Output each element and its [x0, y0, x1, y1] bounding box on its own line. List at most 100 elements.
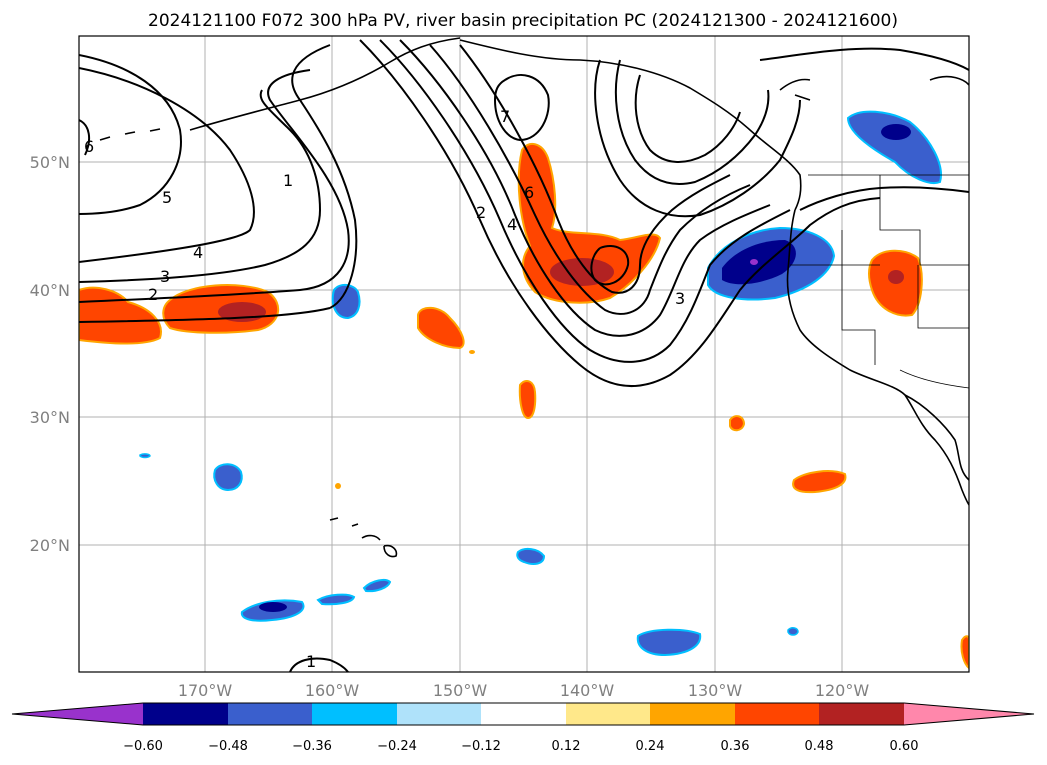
pv-contour-7-closed [590, 245, 630, 286]
colorbar-tick-label: −0.48 [208, 739, 248, 754]
colorbar-tick-label: 0.24 [636, 739, 665, 754]
latitude-labels: 50°N 40°N 30°N 20°N [30, 153, 70, 555]
pv-contour-7-north [493, 74, 550, 142]
precip-neg-patch-137w-12n [636, 628, 702, 657]
coast-canada-north [779, 75, 969, 101]
pv-contours [79, 39, 969, 672]
colorbar-bin-2 [228, 703, 312, 725]
precip-negative-anomalies [139, 110, 942, 657]
pv-contour-4 [79, 67, 255, 263]
lat-label-40n: 40°N [30, 281, 70, 300]
precip-dot-160w [335, 483, 341, 489]
pv-contour-3 [79, 89, 322, 283]
pv-contour-3-ridge [359, 39, 881, 388]
lat-label-30n: 30°N [30, 408, 70, 427]
colorbar-extend-low [12, 703, 143, 725]
border-us-states [790, 175, 969, 365]
map-frame [78, 35, 970, 673]
pv-contour-1-trough [291, 44, 358, 309]
pv-contour-3-east [799, 186, 969, 211]
colorbar-tick-label: −0.12 [461, 739, 501, 754]
pv-contour-1-south [289, 657, 349, 672]
contour-label-7: 7 [500, 107, 510, 126]
pv-contour-2-north-east [759, 47, 969, 71]
figure-title: 2024121100 F072 300 hPa PV, river basin … [148, 11, 898, 31]
coastlines [99, 37, 969, 558]
precip-neg-core-canada [881, 124, 911, 140]
coast-aleutians [189, 37, 461, 131]
precip-neg-patch-158w-15n [316, 593, 356, 606]
precip-core-140w [550, 258, 614, 286]
contour-label-1: 1 [283, 171, 293, 190]
coast-alaska-bc [459, 39, 802, 211]
coast-hawaii [329, 517, 398, 558]
precip-neg-patch-canada [846, 110, 942, 184]
precip-patch-145w-30n [518, 379, 537, 420]
border-us-mexico [899, 369, 969, 389]
lon-label-170w: 170°W [178, 681, 233, 700]
lon-label-150w: 150°W [433, 681, 488, 700]
precip-neg-patch-173w-27n [139, 453, 151, 459]
colorbar: −0.60 −0.48 −0.36 −0.24 −0.12 0.12 0.24 … [11, 702, 1035, 754]
coast-us-pacific [786, 209, 969, 506]
colorbar-bin-1 [143, 703, 228, 725]
colorbar-tick-label: −0.24 [377, 739, 417, 754]
precip-neg-core-125w [722, 240, 796, 285]
lat-label-50n: 50°N [30, 153, 70, 172]
precip-neg-core-165w-15n [259, 602, 287, 612]
colorbar-bin-8 [735, 703, 819, 725]
contour-label-3: 3 [160, 267, 170, 286]
longitude-labels: 170°W 160°W 150°W 140°W 130°W 120°W [178, 681, 870, 700]
map-panel: 6 5 4 3 2 1 7 6 4 2 3 1 [78, 35, 970, 673]
pv-contour-labels: 6 5 4 3 2 1 7 6 4 2 3 1 [84, 107, 685, 671]
precip-patch-140w [517, 142, 662, 304]
contour-label-6-left: 6 [84, 137, 94, 156]
map-background [79, 36, 969, 672]
lon-label-120w: 120°W [815, 681, 870, 700]
pv-contour-5-ridge [429, 44, 751, 315]
colorbar-bin-5 [481, 703, 566, 725]
contour-label-4: 4 [193, 243, 203, 262]
pv-contour-4-ridge [399, 39, 771, 337]
precip-neg-patch-144w-19n [516, 547, 546, 565]
contour-label-6: 6 [524, 183, 534, 202]
colorbar-bin-3 [312, 703, 397, 725]
colorbar-bin-7 [650, 703, 735, 725]
colorbar-tick-label: 0.48 [805, 739, 834, 754]
pv-contour-5 [79, 54, 182, 215]
precip-neg-extreme-125w [750, 259, 758, 265]
contour-label-1-south: 1 [306, 652, 316, 671]
precip-patch-baja [792, 470, 847, 494]
colorbar-bin-6 [566, 703, 650, 725]
colorbar-extend-high [904, 703, 1034, 725]
precip-patch-se-corner [960, 635, 969, 670]
contour-label-2: 2 [148, 285, 158, 304]
political-borders [790, 174, 969, 389]
pv-contour-1-left [79, 307, 331, 323]
colorbar-tick-label: −0.36 [292, 739, 332, 754]
colorbar-bin-9 [819, 703, 904, 725]
pv-contour-5-north [634, 74, 741, 163]
colorbar-tick-label: 0.36 [721, 739, 750, 754]
pv-contour-4-north [614, 59, 770, 185]
lon-label-160w: 160°W [305, 681, 360, 700]
contour-label-5: 5 [162, 188, 172, 207]
graticule [79, 36, 969, 672]
coast-aleutian-islands [99, 128, 161, 141]
colorbar-outline [11, 702, 1035, 726]
pv-contour-2-ridge [379, 39, 791, 363]
colorbar-tick-label: 0.60 [890, 739, 919, 754]
pv-contour-2 [79, 69, 350, 303]
lon-label-140w: 140°W [560, 681, 615, 700]
contour-label-4-ridge: 4 [507, 215, 517, 234]
lat-label-20n: 20°N [30, 536, 70, 555]
contour-label-3-ridge: 3 [675, 289, 685, 308]
precip-core-nevada [888, 270, 904, 284]
colorbar-tick-label: −0.60 [123, 739, 163, 754]
precip-patch-128w-30n [729, 415, 746, 432]
colorbar-tick-label: 0.12 [552, 739, 581, 754]
contour-label-2-ridge: 2 [476, 203, 486, 222]
colorbar-bin-4 [397, 703, 481, 725]
lon-label-130w: 130°W [688, 681, 743, 700]
